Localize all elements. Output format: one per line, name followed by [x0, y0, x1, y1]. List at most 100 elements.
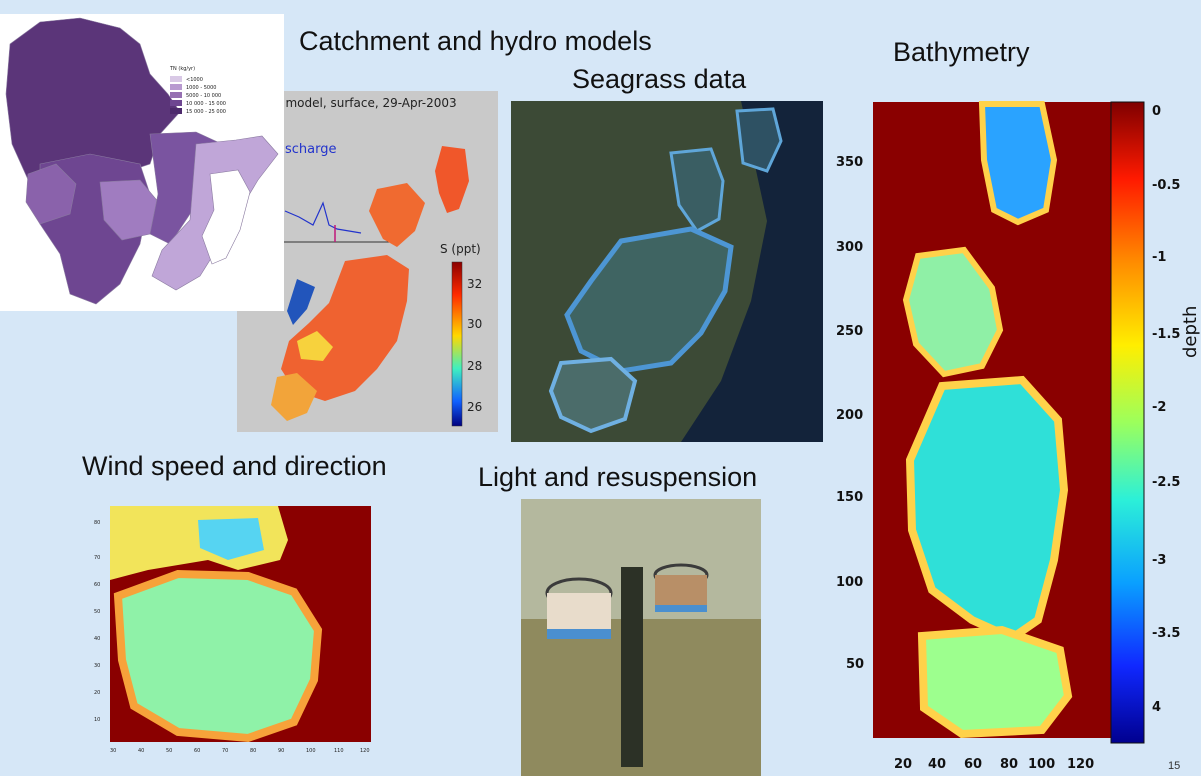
wind-x-tick: 80: [250, 748, 256, 754]
wind-y-tick: 40: [94, 636, 100, 642]
main-lake: [564, 226, 734, 374]
wind-x-tick: 40: [138, 748, 144, 754]
wind-x-tick: 30: [110, 748, 116, 754]
bathy-x-tick: 80: [1000, 757, 1018, 772]
wind-x-tick: 90: [278, 748, 284, 754]
legend-swatch: [170, 108, 182, 114]
middle-lake-shape: [369, 183, 425, 247]
salinity-colorbar: [451, 261, 463, 427]
legend-title: TN (kg/yr): [169, 66, 195, 72]
wind-y-tick: 20: [94, 690, 100, 696]
salinity-label: S (ppt): [440, 242, 481, 256]
discharge-line: [284, 201, 362, 234]
depth-tick: -0.5: [1152, 178, 1180, 193]
catchment-map: TN (kg/yr) <1000 1000 - 5000 5000 - 10 0…: [5, 17, 279, 305]
bathy-middle-basin: [902, 246, 1004, 378]
salinity-tick: 26: [467, 400, 482, 414]
heading-bathymetry: Bathymetry: [893, 37, 1030, 67]
wind-x-tick: 110: [334, 748, 344, 754]
bathy-y-tick: 250: [836, 324, 863, 339]
salinity-map: ) model, surface, 29-Apr-2003 scharge S …: [271, 96, 482, 427]
bathy-x-tick: 40: [928, 757, 946, 772]
wind-svg: 80 70 60 50 40 30 20 10 30 40 50 60 70 8…: [94, 506, 371, 754]
depth-tick: 4: [1152, 700, 1161, 715]
wind-x-tick: 70: [222, 748, 228, 754]
depth-tick: -1.5: [1152, 327, 1180, 342]
hydro-model-panel: ) model, surface, 29-Apr-2003 scharge S …: [237, 91, 498, 432]
heading-seagrass: Seagrass data: [572, 64, 747, 94]
bathy-y-tick: 350: [836, 155, 863, 170]
bathy-x-tick: 20: [894, 757, 912, 772]
wind-x-tick: 120: [360, 748, 370, 754]
resuspension-photo: [521, 499, 761, 776]
wind-field-main: [113, 569, 323, 743]
depth-tick: -1: [1152, 250, 1166, 265]
bathy-north-basin: [978, 101, 1058, 226]
hydro-title: ) model, surface, 29-Apr-2003: [277, 96, 457, 110]
bathy-x-tick: 60: [964, 757, 982, 772]
bathy-y-tick: 50: [846, 657, 864, 672]
wind-x-tick: 100: [306, 748, 316, 754]
wind-y-tick: 80: [94, 520, 100, 526]
heading-wind: Wind speed and direction: [82, 451, 387, 481]
depth-tick: -3: [1152, 553, 1166, 568]
wind-chart: 80 70 60 50 40 30 20 10 30 40 50 60 70 8…: [88, 500, 380, 762]
page-number: 15: [1168, 760, 1181, 772]
depth-colorbar: [1110, 101, 1145, 744]
wind-x-tick: 50: [166, 748, 172, 754]
bathy-x-tick: 100: [1028, 757, 1055, 772]
wind-y-tick: 70: [94, 555, 100, 561]
bathymetry-chart: 350 300 250 200 150 100 50 20 40 60 80 1…: [832, 90, 1201, 776]
catchment-map-panel: TN (kg/yr) <1000 1000 - 5000 5000 - 10 0…: [0, 14, 284, 311]
bathy-y-tick: 200: [836, 408, 863, 423]
discharge-label: scharge: [285, 142, 337, 157]
south-lake-shape: [271, 373, 317, 421]
legend-swatch: [170, 100, 182, 106]
depth-tick: 0: [1152, 104, 1161, 119]
sediment-trap-illustration: [521, 499, 761, 776]
salinity-tick: 30: [467, 317, 482, 331]
bathy-x-tick: 120: [1067, 757, 1094, 772]
depth-tick: -2.5: [1152, 475, 1180, 490]
north-lake-shape: [435, 146, 469, 213]
bathymetry-svg: 350 300 250 200 150 100 50 20 40 60 80 1…: [836, 101, 1201, 772]
inflow-plume: [297, 331, 333, 361]
wind-y-tick: 60: [94, 582, 100, 588]
lake-area: [201, 169, 251, 265]
salinity-tick: 28: [467, 359, 482, 373]
catchment-region: [25, 163, 77, 225]
legend-swatch: [170, 84, 182, 90]
legend-label: <1000: [186, 77, 203, 83]
legend-swatch: [170, 92, 182, 98]
bathy-south-basin: [917, 625, 1073, 739]
trap-post: [621, 567, 643, 767]
main-lake-shape: [281, 255, 409, 401]
bathy-y-tick: 100: [836, 575, 863, 590]
wind-y-tick: 50: [94, 609, 100, 615]
wind-x-tick: 60: [194, 748, 200, 754]
salinity-tick: 32: [467, 277, 482, 291]
legend-label: 10 000 - 15 000: [186, 101, 226, 107]
seagrass-map: [511, 101, 823, 442]
legend-swatch: [170, 76, 182, 82]
trap-cup-band: [655, 605, 707, 612]
seagrass-satellite-image: [511, 101, 823, 442]
creek-channel: [287, 279, 315, 325]
middle-lake: [669, 147, 725, 233]
depth-tick: -2: [1152, 400, 1166, 415]
wind-y-tick: 30: [94, 663, 100, 669]
depth-tick: -3.5: [1152, 626, 1180, 641]
trap-cup-band: [547, 629, 611, 639]
wind-field-channel: [198, 518, 264, 560]
heading-catchment: Catchment and hydro models: [299, 26, 652, 56]
south-lake: [548, 356, 638, 434]
bathy-y-tick: 150: [836, 490, 863, 505]
depth-axis-label: depth: [1180, 306, 1201, 358]
bathy-y-tick: 300: [836, 240, 863, 255]
legend-label: 1000 - 5000: [186, 85, 216, 91]
legend-label: 15 000 - 25 000: [186, 109, 226, 115]
legend-label: 5000 - 10 000: [186, 93, 221, 99]
north-lake: [735, 107, 783, 173]
ocean: [681, 101, 823, 442]
heading-light: Light and resuspension: [478, 462, 758, 492]
